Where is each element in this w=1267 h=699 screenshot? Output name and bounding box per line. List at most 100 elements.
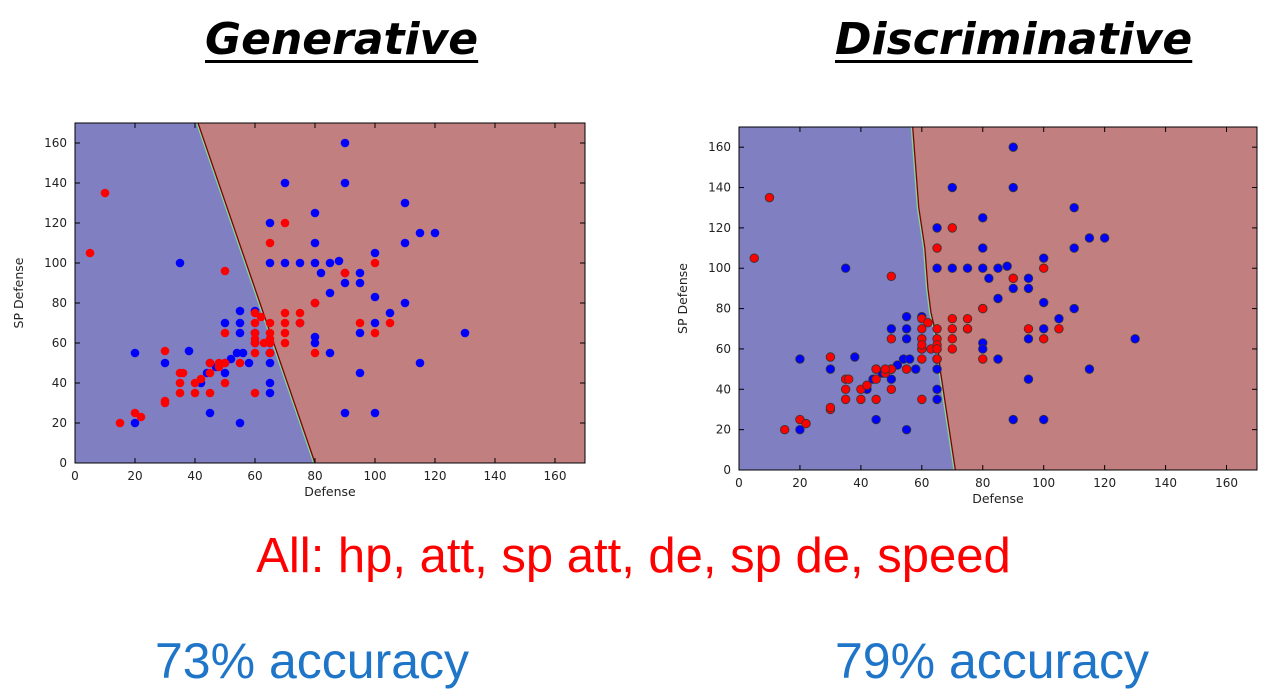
blue-point: [932, 364, 942, 374]
x-tick-label: 80: [975, 476, 990, 490]
blue-point: [1008, 414, 1018, 425]
blue-point: [415, 358, 425, 368]
y-tick-label: 120: [44, 216, 67, 230]
blue-point: [265, 258, 275, 268]
blue-point: [1084, 233, 1095, 243]
y-tick-label: 140: [44, 176, 67, 190]
y-tick-label: 20: [52, 416, 67, 430]
red-point: [310, 298, 320, 308]
y-tick-label: 80: [716, 302, 731, 316]
x-tick-label: 0: [71, 469, 79, 483]
blue-point: [175, 258, 185, 268]
x-tick-label: 140: [1154, 476, 1177, 490]
blue-point: [370, 318, 380, 328]
blue-point: [310, 338, 320, 348]
blue-point: [325, 348, 335, 358]
blue-point: [1023, 334, 1034, 344]
blue-point: [265, 378, 275, 388]
red-point: [220, 328, 230, 338]
red-point: [917, 354, 927, 364]
red-point: [160, 396, 170, 406]
red-point: [280, 338, 290, 348]
x-tick-label: 80: [307, 469, 322, 483]
red-point: [265, 348, 275, 358]
blue-point: [1008, 142, 1018, 152]
blue-point: [310, 208, 320, 218]
blue-point: [1039, 297, 1049, 308]
y-tick-label: 140: [708, 181, 731, 195]
red-point: [250, 388, 260, 398]
red-point: [214, 358, 224, 368]
blue-point: [340, 138, 350, 148]
red-point: [250, 348, 260, 358]
blue-point: [265, 218, 275, 228]
red-point: [764, 192, 775, 203]
red-point: [370, 258, 380, 268]
blue-point: [340, 178, 350, 188]
blue-point: [280, 258, 290, 268]
blue-point: [932, 394, 942, 405]
y-tick-label: 80: [52, 296, 67, 310]
red-point: [947, 344, 957, 354]
generative-heading: Generative: [205, 14, 479, 65]
x-axis-label: Defense: [304, 484, 356, 499]
y-axis-label: SP Defense: [675, 263, 690, 334]
blue-point: [1002, 261, 1012, 271]
red-point: [265, 328, 275, 338]
red-point: [962, 313, 973, 324]
red-point: [280, 308, 290, 318]
blue-point: [962, 263, 973, 273]
blue-point: [1023, 374, 1034, 384]
red-point: [886, 334, 897, 344]
red-point: [385, 318, 395, 328]
blue-point: [825, 364, 836, 374]
blue-point: [795, 424, 805, 435]
blue-point: [932, 384, 942, 394]
y-tick-label: 100: [44, 256, 67, 270]
blue-point: [886, 324, 897, 334]
red-point: [932, 243, 942, 253]
red-point: [840, 384, 851, 394]
y-tick-label: 40: [52, 376, 67, 390]
blue-point: [340, 278, 350, 288]
red-point: [749, 253, 759, 263]
x-tick-label: 120: [424, 469, 447, 483]
blue-point: [355, 328, 365, 338]
y-tick-label: 60: [52, 336, 67, 350]
feature-list-subtitle: All: hp, att, sp att, de, sp de, speed: [256, 529, 1011, 583]
red-point: [355, 318, 365, 328]
generative-accuracy: 73% accuracy: [155, 633, 470, 689]
blue-point: [244, 358, 254, 368]
y-tick-label: 20: [716, 423, 731, 437]
y-axis-label: SP Defense: [11, 257, 26, 328]
plot-frame: [738, 126, 1258, 471]
blue-point: [325, 258, 335, 268]
blue-point: [415, 228, 425, 238]
red-point: [871, 394, 881, 405]
x-tick-label: 60: [914, 476, 929, 490]
blue-point: [1039, 414, 1049, 425]
red-point: [947, 313, 957, 324]
blue-point: [901, 324, 912, 334]
red-point: [932, 324, 942, 334]
red-point: [1054, 324, 1064, 334]
blue-point: [1008, 182, 1018, 193]
blue-point: [235, 328, 245, 338]
blue-point: [265, 358, 275, 368]
red-point: [175, 378, 185, 388]
blue-point: [370, 248, 380, 258]
blue-point: [400, 298, 410, 308]
red-point: [160, 346, 170, 356]
red-point: [220, 266, 230, 276]
red-point: [280, 218, 290, 228]
blue-point: [220, 368, 230, 378]
red-point: [205, 358, 215, 368]
blue-point: [871, 414, 881, 425]
y-tick-label: 60: [716, 342, 731, 356]
blue-point: [232, 348, 242, 358]
x-axis-label: Defense: [972, 491, 1024, 506]
blue-point: [460, 328, 470, 338]
red-point: [1039, 334, 1049, 344]
decision-boundary-edge: [910, 126, 956, 471]
red-point: [250, 334, 260, 344]
